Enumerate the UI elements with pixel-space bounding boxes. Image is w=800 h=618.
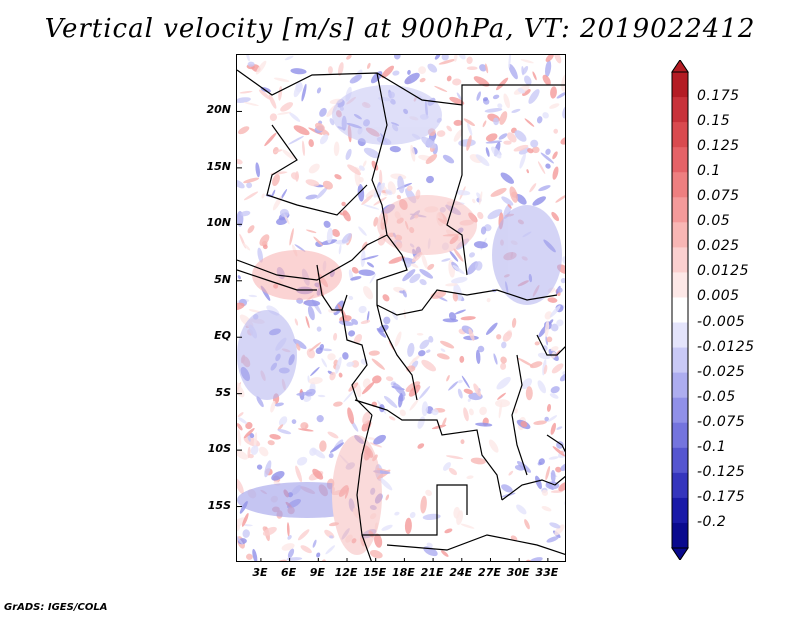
colorbar-swatch bbox=[672, 247, 688, 273]
border-north bbox=[237, 69, 565, 106]
border-west bbox=[266, 124, 368, 216]
colorbar-swatch bbox=[672, 447, 688, 474]
patch-red-nigeria bbox=[252, 250, 342, 300]
colorbar-label: -0.1 bbox=[697, 438, 727, 455]
lon-tick-label: 9E bbox=[309, 566, 325, 579]
lat-tick-label: 5N bbox=[214, 272, 231, 286]
colorbar-label: 0.005 bbox=[697, 288, 740, 305]
lon-tick-label: 24E bbox=[449, 566, 473, 579]
colorbar-swatch bbox=[672, 322, 688, 349]
coast-gulf bbox=[237, 269, 317, 291]
colorbar-label: 0.025 bbox=[697, 238, 740, 255]
border-car bbox=[376, 254, 558, 316]
colorbar-label: 0.175 bbox=[697, 88, 740, 105]
colorbar bbox=[671, 60, 689, 560]
chart-title: Vertical velocity [m/s] at 900hPa, VT: 2… bbox=[44, 14, 756, 44]
border-niger-chad bbox=[371, 72, 403, 256]
colorbar-label: 0.15 bbox=[697, 113, 731, 130]
lon-tick-label: 33E bbox=[535, 566, 559, 579]
colorbar-swatch bbox=[672, 372, 688, 399]
lon-tick-label: 12E bbox=[334, 566, 358, 579]
border-angola-south bbox=[362, 484, 468, 536]
lat-tick-label: 10S bbox=[207, 442, 231, 456]
lon-tick-label: 3E bbox=[252, 566, 268, 579]
colorbar-label: -0.0125 bbox=[697, 338, 755, 355]
colorbar-label: 0.1 bbox=[697, 163, 721, 180]
lat-tick-label: EQ bbox=[214, 329, 231, 343]
colorbar-swatch bbox=[672, 272, 688, 298]
border-zambia bbox=[501, 475, 565, 501]
border-nigeria-south bbox=[237, 234, 388, 281]
colorbar-swatch bbox=[672, 197, 688, 223]
colorbar-swatch bbox=[672, 222, 688, 248]
colorbar-label: -0.075 bbox=[697, 413, 746, 430]
colorbar-label: 0.075 bbox=[697, 188, 740, 205]
colorbar-min-arrow bbox=[671, 547, 689, 560]
colorbar-swatch bbox=[672, 397, 688, 424]
lake-tanganyika bbox=[511, 354, 528, 476]
lake-victoria bbox=[536, 334, 565, 356]
lat-tick-label: 10N bbox=[206, 216, 231, 230]
colorbar-swatch bbox=[672, 297, 688, 324]
lon-tick-label: 6E bbox=[281, 566, 297, 579]
velocity-field bbox=[237, 55, 565, 561]
colorbar-label: -0.125 bbox=[697, 463, 746, 480]
borders bbox=[237, 69, 565, 561]
border-namibia bbox=[386, 534, 565, 555]
velocity-patches bbox=[237, 85, 562, 555]
lat-tick-label: 15S bbox=[207, 498, 231, 512]
lat-tick-label: 5S bbox=[215, 385, 231, 399]
patch-blue-sahara bbox=[332, 85, 442, 145]
colorbar-label: -0.2 bbox=[697, 513, 727, 530]
lon-tick-label: 30E bbox=[506, 566, 530, 579]
colorbar-swatch bbox=[672, 522, 688, 549]
colorbar-swatch bbox=[672, 497, 688, 524]
colorbar-swatch bbox=[672, 122, 688, 148]
lat-tick-label: 15N bbox=[206, 159, 231, 173]
colorbar-label: -0.025 bbox=[697, 363, 746, 380]
colorbar-swatch bbox=[672, 347, 688, 374]
lake-malawi bbox=[546, 434, 565, 453]
lon-tick-label: 27E bbox=[478, 566, 501, 579]
patch-red-chad bbox=[377, 195, 477, 255]
coast-angola bbox=[356, 414, 373, 561]
colorbar-label: -0.05 bbox=[697, 388, 736, 405]
colorbar-max-arrow bbox=[671, 60, 689, 73]
colorbar-label: -0.005 bbox=[697, 313, 746, 330]
lat-tick-label: 20N bbox=[206, 103, 231, 117]
border-cameroon bbox=[316, 264, 348, 311]
colorbar-label: 0.0125 bbox=[697, 263, 749, 280]
footer-credit: GrADS: IGES/COLA bbox=[4, 602, 108, 613]
lon-tick-label: 18E bbox=[391, 566, 415, 579]
border-congo-drc bbox=[376, 304, 418, 401]
map-plot bbox=[237, 55, 565, 561]
patch-blue-gulf bbox=[237, 310, 297, 400]
colorbar-swatch bbox=[672, 97, 688, 123]
map-panel bbox=[236, 54, 566, 562]
colorbar-swatch bbox=[672, 422, 688, 449]
lon-tick-label: 15E bbox=[363, 566, 387, 579]
lon-tick-label: 21E bbox=[420, 566, 444, 579]
border-drc-angola bbox=[354, 399, 503, 501]
colorbar-label: 0.05 bbox=[697, 213, 731, 230]
colorbar-swatch bbox=[672, 472, 688, 499]
colorbar-swatch bbox=[672, 172, 688, 198]
colorbar-swatch bbox=[672, 72, 688, 98]
colorbar-label: 0.125 bbox=[697, 138, 740, 155]
colorbar-swatch bbox=[672, 147, 688, 173]
colorbar-label: -0.175 bbox=[697, 488, 746, 505]
patch-blue-sudan bbox=[492, 205, 562, 305]
border-chad-sudan bbox=[446, 105, 468, 276]
